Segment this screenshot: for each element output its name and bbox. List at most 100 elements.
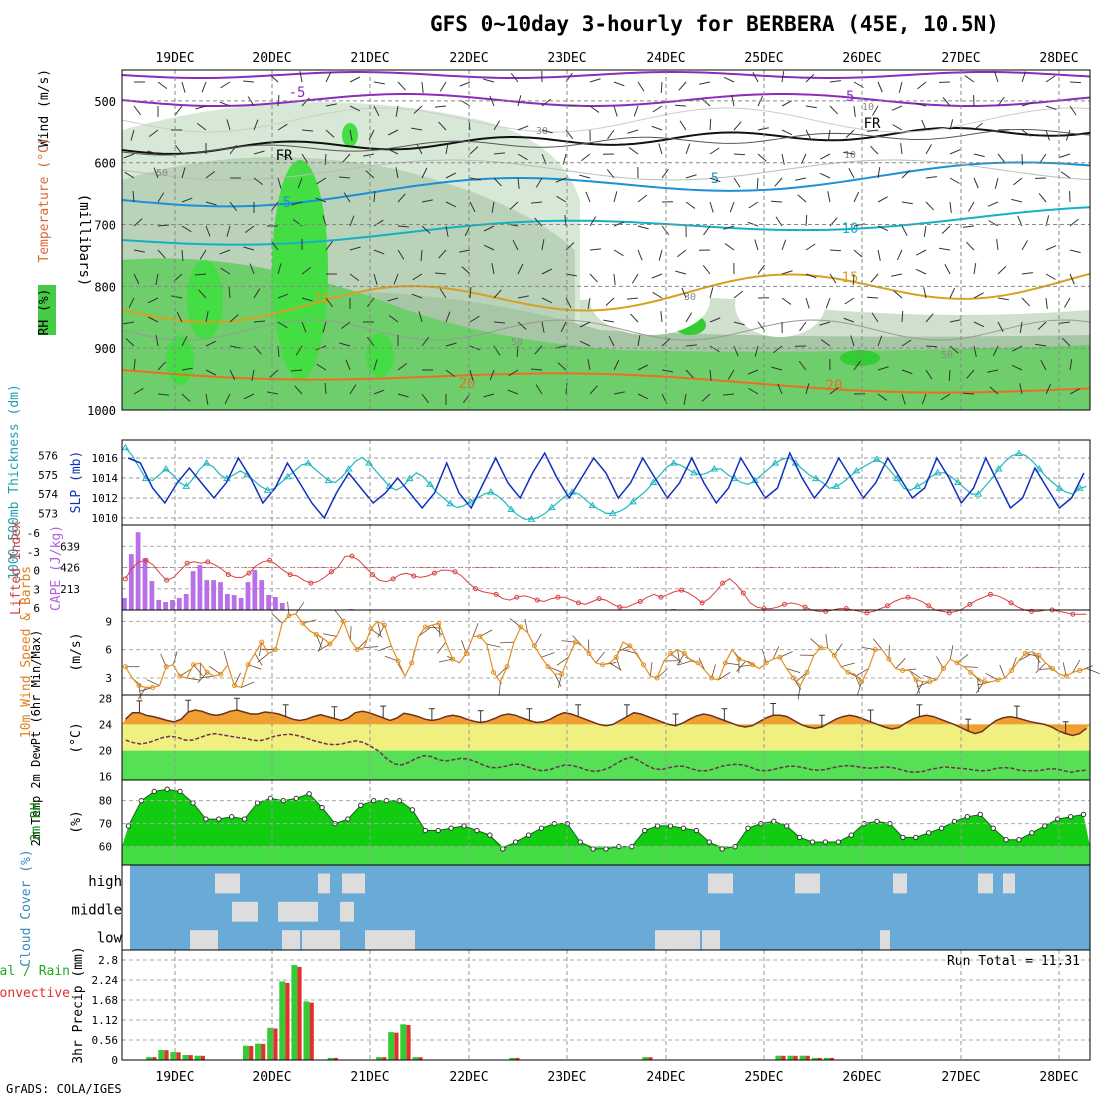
cape-bar <box>225 594 230 610</box>
wind-barb <box>677 249 687 258</box>
wind-barb <box>325 71 332 83</box>
wind-barb <box>699 81 711 85</box>
li-point <box>473 586 479 592</box>
wind-barb <box>853 360 861 371</box>
cape-bar <box>238 598 244 610</box>
wind-barb <box>607 129 615 140</box>
li-ytick-1: -3 <box>27 546 40 559</box>
wind-barb <box>852 273 855 286</box>
wind-barb <box>155 273 159 285</box>
wind-barb <box>819 321 831 326</box>
cape-bar <box>142 558 148 610</box>
wind-barb <box>994 177 999 189</box>
top-date-label-20DEC: 20DEC <box>252 51 291 66</box>
wind-barb <box>949 119 954 131</box>
cape-bar <box>259 580 265 610</box>
wind-barb <box>997 153 1006 163</box>
wind-speed-point <box>927 679 933 685</box>
wind-barb <box>267 391 279 395</box>
wind-barb <box>1011 198 1023 203</box>
wind-barb <box>997 321 1004 332</box>
wind-barb <box>387 129 399 136</box>
wind10m-barb <box>241 681 255 688</box>
rh-point <box>241 816 248 822</box>
precip-bar-convective <box>406 1025 411 1060</box>
wind-barb <box>368 129 375 141</box>
temp-contour-label-5: 5 <box>711 171 719 187</box>
wind-barb <box>797 194 807 203</box>
wind-barb <box>421 199 433 203</box>
temp-contour-minus5-upper <box>122 70 1090 79</box>
precip-bar-total <box>146 1057 153 1060</box>
wind-barb <box>674 104 687 107</box>
wind-barb <box>827 129 831 141</box>
wind-barb <box>483 393 495 398</box>
wind-barb <box>877 335 883 347</box>
wind10m-barb <box>916 681 924 695</box>
wind-barb <box>226 225 231 237</box>
wind-barb <box>891 273 903 277</box>
bottom-date-label-23DEC: 23DEC <box>547 1070 586 1085</box>
wind-barb <box>949 149 961 155</box>
wind-barb <box>205 393 209 405</box>
wind-barb <box>270 201 279 212</box>
wind-barb <box>829 105 839 115</box>
wind-speed-point <box>354 647 360 653</box>
li-point <box>802 604 808 610</box>
temp-contour-label-10: 20 <box>826 378 843 394</box>
wind-speed-point <box>640 662 646 668</box>
cloud-high-cell-5 <box>893 873 907 894</box>
li-point <box>926 603 932 609</box>
wind-barb <box>781 239 787 251</box>
wind-barb <box>627 297 639 300</box>
rh-contour-label-1: 10 <box>862 102 874 113</box>
wind-barb <box>469 286 472 299</box>
wind-barb <box>365 170 375 179</box>
wind-barb <box>683 393 687 405</box>
wind-barb <box>631 273 639 284</box>
wind-speed-point <box>845 669 851 675</box>
wind-barb <box>709 287 714 299</box>
thickness-point <box>121 443 130 451</box>
wind-barb <box>709 147 720 155</box>
wind-barb <box>565 273 577 277</box>
thickness-point <box>974 490 983 497</box>
cloud-background <box>130 865 1090 950</box>
li-point <box>596 596 602 602</box>
wind-barb <box>229 144 238 155</box>
cape-bar <box>183 594 189 610</box>
precip-bar-convective <box>164 1050 169 1060</box>
thickness-point <box>913 482 922 489</box>
wind-barb <box>388 314 399 323</box>
wind-barb <box>1019 321 1023 333</box>
wind-barb <box>253 177 264 186</box>
rh-point <box>874 818 880 825</box>
wind-barb <box>412 273 423 281</box>
wind-barb <box>724 243 735 251</box>
cloud-layer-label-middle: middle <box>71 902 122 918</box>
thickness-point <box>811 474 820 482</box>
wind-barb <box>652 105 663 113</box>
wind-barb <box>613 105 618 117</box>
rh-point <box>900 834 906 841</box>
wind-barb <box>660 81 663 94</box>
li-ytick-2: 0 <box>33 565 40 578</box>
wind-barb <box>395 105 399 117</box>
wind-barb <box>579 321 591 328</box>
rh-point <box>487 832 493 838</box>
wind-barb <box>825 297 831 309</box>
cape-bar <box>135 532 141 610</box>
wind-speed-point <box>504 664 510 670</box>
wind10m-barb <box>363 646 378 649</box>
wind-barb <box>733 177 741 188</box>
li-point <box>534 597 540 603</box>
wind-barb <box>965 241 975 251</box>
wind-barb <box>871 312 879 323</box>
wind-barb <box>973 292 984 299</box>
wind-barb <box>253 320 266 323</box>
rh-point <box>190 800 196 806</box>
precip-bar-total <box>811 1057 818 1060</box>
rh-point <box>848 832 854 838</box>
wind-barb <box>517 125 529 131</box>
